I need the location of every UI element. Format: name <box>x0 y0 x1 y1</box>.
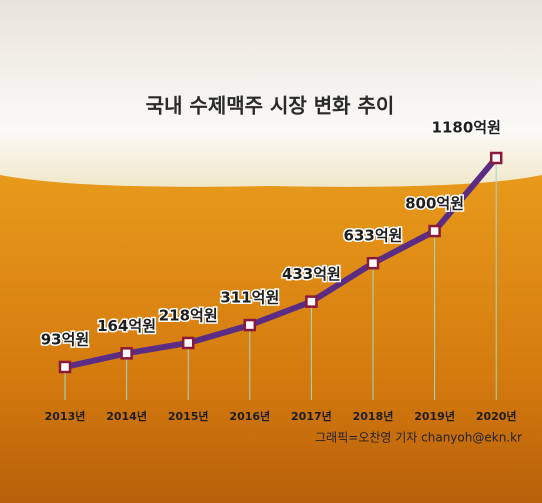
value-label: 1180억원 <box>432 119 501 137</box>
marker <box>489 151 503 165</box>
x-tick-label: 2019년 <box>414 409 455 423</box>
marker <box>120 347 133 360</box>
x-tick-label: 2015년 <box>168 409 209 423</box>
value-label: 218억원 <box>159 306 218 324</box>
value-label: 800억원 <box>405 195 464 213</box>
chart-title: 국내 수제맥주 시장 변화 추이 <box>146 94 395 118</box>
credit: 그래픽=오찬영 기자 chanyoh@ekn.kr <box>315 430 522 445</box>
x-tick-label: 2020년 <box>476 409 517 423</box>
line <box>64 156 499 370</box>
value-label: 311억원 <box>220 289 279 307</box>
marker <box>428 224 441 238</box>
marker <box>305 295 318 308</box>
x-tick-label: 2013년 <box>45 409 86 423</box>
marker <box>366 256 380 270</box>
value-label: 164억원 <box>97 317 156 335</box>
marker <box>243 318 257 332</box>
x-tick-label: 2016년 <box>229 409 270 423</box>
marker <box>58 360 72 374</box>
x-tick-label: 2018년 <box>353 409 394 423</box>
foam <box>0 0 542 187</box>
x-tick-label: 2014년 <box>106 409 147 423</box>
value-label: 633억원 <box>344 227 403 245</box>
marker <box>181 336 195 350</box>
value-label: 93억원 <box>41 331 89 349</box>
value-label: 433억원 <box>282 265 341 283</box>
x-tick-label: 2017년 <box>291 409 332 423</box>
